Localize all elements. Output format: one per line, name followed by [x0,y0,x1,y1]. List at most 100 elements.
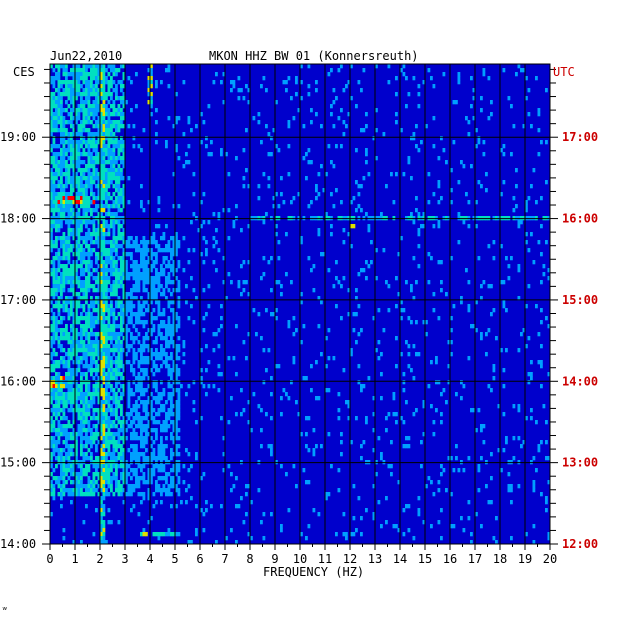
spectrogram-cell [152,316,156,321]
spectrogram-cell [75,432,78,437]
spectrogram-cell [95,436,98,441]
spectrogram-cell [82,236,86,241]
spectrogram-cell [52,332,56,337]
spectrogram-cell [97,340,101,345]
spectrogram-cell [530,372,533,377]
spectrogram-cell [120,448,123,453]
spectrogram-cell [97,212,101,217]
spectrogram-cell [117,284,121,289]
spectrogram-cell [112,212,116,217]
spectrogram-cell [65,220,68,225]
spectrogram-cell [102,432,106,437]
spectrogram-cell [402,508,406,513]
spectrogram-cell [122,232,126,237]
spectrogram-cell [82,352,86,357]
spectrogram-cell [417,92,421,97]
spectrogram-cell [307,480,311,485]
spectrogram-cell [157,392,161,397]
spectrogram-cell [160,452,163,457]
spectrogram-cell [100,416,103,421]
spectrogram-cell [102,208,106,213]
spectrogram-cell [137,316,141,321]
spectrogram-cell [417,212,421,217]
spectrogram-cell [100,164,103,169]
spectrogram-cell [480,524,483,529]
spectrogram-cell [77,492,81,497]
spectrogram-cell [122,64,126,69]
spectrogram-cell [92,356,96,361]
spectrogram-cell [450,200,453,205]
spectrogram-cell [230,472,233,477]
spectrogram-cell [75,392,78,397]
spectrogram-cell [100,444,103,449]
spectrogram-cell [122,384,126,389]
spectrogram-cell [160,448,163,453]
spectrogram-cell [50,220,53,225]
spectrogram-cell [82,436,86,441]
spectrogram-cell [117,156,121,161]
spectrogram-cell [60,220,63,225]
spectrogram-cell [100,328,103,333]
spectrogram-cell [107,308,111,313]
spectrogram-cell [70,248,73,253]
spectrogram-cell [147,492,151,497]
spectrogram-cell [462,220,466,225]
spectrogram-cell [300,340,303,345]
spectrogram-cell [57,280,61,285]
spectrogram-cell [57,256,61,261]
spectrogram-cell [50,444,53,449]
spectrogram-cell [127,360,131,365]
spectrogram-cell [50,96,53,101]
spectrogram-cell [75,220,78,225]
spectrogram-cell [115,92,118,97]
spectrogram-cell [90,364,93,369]
spectrogram-cell [162,232,166,237]
spectrogram-cell [142,288,146,293]
spectrogram-cell [170,376,173,381]
spectrogram-cell [57,80,61,85]
spectrogram-cell [455,100,458,105]
spectrogram-cell [82,88,86,93]
spectrogram-cell [52,256,56,261]
spectrogram-cell [107,328,111,333]
spectrogram-cell [70,152,73,157]
spectrogram-cell [75,116,78,121]
spectrogram-cell [400,308,403,313]
spectrogram-cell [132,260,136,265]
spectrogram-cell [50,260,53,265]
spectrogram-cell [117,196,121,201]
x-tick-label: 15 [418,552,432,566]
spectrogram-cell [115,476,118,481]
spectrogram-cell [530,124,533,129]
spectrogram-cell [522,440,526,445]
spectrogram-cell [115,204,118,209]
spectrogram-cell [112,244,116,249]
spectrogram-cell [430,480,433,485]
spectrogram-cell [105,268,108,273]
spectrogram-cell [112,292,116,297]
spectrogram-cell [142,532,146,537]
spectrogram-cell [122,464,126,469]
spectrogram-cell [242,148,246,153]
spectrogram-cell [135,456,138,461]
spectrogram-cell [90,416,93,421]
spectrogram-cell [120,444,123,449]
spectrogram-cell [182,360,186,365]
spectrogram-cell [102,508,106,513]
spectrogram-cell [230,396,233,401]
spectrogram-cell [120,396,123,401]
spectrogram-cell [87,336,91,341]
spectrogram-cell [55,400,58,405]
spectrogram-cell [167,392,171,397]
spectrogram-cell [325,388,328,393]
spectrogram-cell [247,532,251,537]
spectrogram-cell [100,68,103,73]
spectrogram-cell [82,116,86,121]
spectrogram-cell [170,384,173,389]
x-tick-label: 11 [318,552,332,566]
spectrogram-cell [85,472,88,477]
spectrogram-cell [157,196,161,201]
utc-axis-label: UTC [553,65,575,79]
spectrogram-cell [342,512,346,517]
spectrogram-cell [145,336,148,341]
